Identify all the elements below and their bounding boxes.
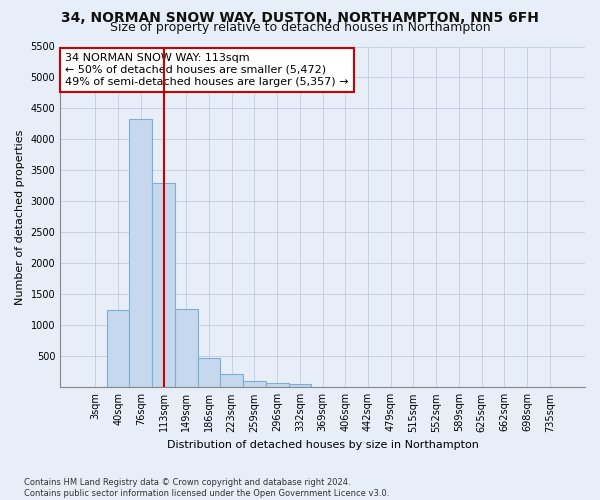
Bar xyxy=(175,308,197,388)
Text: 34, NORMAN SNOW WAY, DUSTON, NORTHAMPTON, NN5 6FH: 34, NORMAN SNOW WAY, DUSTON, NORTHAMPTON… xyxy=(61,11,539,25)
Bar xyxy=(289,384,311,388)
Bar xyxy=(243,381,266,388)
X-axis label: Distribution of detached houses by size in Northampton: Distribution of detached houses by size … xyxy=(167,440,479,450)
Y-axis label: Number of detached properties: Number of detached properties xyxy=(15,129,25,304)
Bar xyxy=(220,374,243,388)
Bar xyxy=(152,184,175,388)
Text: Size of property relative to detached houses in Northampton: Size of property relative to detached ho… xyxy=(110,21,490,34)
Bar xyxy=(130,119,152,388)
Text: 34 NORMAN SNOW WAY: 113sqm
← 50% of detached houses are smaller (5,472)
49% of s: 34 NORMAN SNOW WAY: 113sqm ← 50% of deta… xyxy=(65,54,349,86)
Bar xyxy=(266,383,289,388)
Text: Contains HM Land Registry data © Crown copyright and database right 2024.
Contai: Contains HM Land Registry data © Crown c… xyxy=(24,478,389,498)
Bar xyxy=(107,310,130,388)
Bar xyxy=(197,358,220,388)
